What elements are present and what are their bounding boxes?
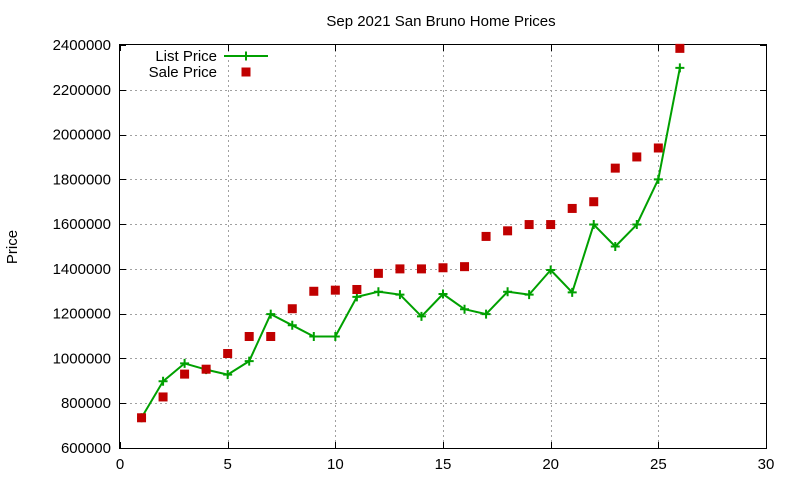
list-price-point [589,220,599,230]
sale-price-point [137,413,147,423]
sale-price-point [266,332,276,342]
plot-frame [119,44,767,449]
list-price-point [287,320,297,330]
y-tick-label: 1800000 [53,171,111,188]
list-price-point [330,332,340,342]
list-price-point [395,290,405,300]
legend-label: List Price [155,48,217,65]
list-price-point [266,309,276,319]
list-price-point [158,376,168,386]
x-tick-label: 0 [116,456,124,473]
list-price-point [653,174,663,184]
list-price-point [610,242,620,251]
sale-price-point [653,143,663,153]
y-tick-label: 2200000 [53,82,111,99]
grid [120,45,766,448]
sale-price-point [589,197,599,207]
list-price-point [503,287,513,297]
sale-price-point [610,163,620,173]
list-price-point [180,358,190,368]
sale-price-point [567,203,577,213]
list-price-point [309,332,319,342]
list-price-point [567,287,577,297]
sale-price-point [352,284,362,294]
sale-price-point [546,220,556,230]
legend-marker [241,67,251,77]
y-tick-label: 2400000 [53,37,111,54]
list-price-point [244,356,254,366]
y-tick-label: 800000 [61,395,111,412]
y-tick-label: 600000 [61,440,111,457]
legend-label: Sale Price [149,64,217,81]
series-0 [137,63,685,423]
sale-price-point [438,263,448,273]
series-1 [137,43,685,423]
list-price-point [373,287,383,297]
y-tick-label: 1600000 [53,216,111,233]
y-tick-label: 2000000 [53,127,111,144]
sale-price-point [460,262,470,272]
list-price-point [546,265,556,275]
sale-price-point [395,264,405,274]
sale-price-point [416,264,426,274]
list-price-line [140,67,681,419]
list-price-point [632,220,642,230]
x-tick-label: 20 [542,456,559,473]
chart-title: Sep 2021 San Bruno Home Prices [326,13,555,30]
x-tick-label: 15 [435,456,452,473]
y-tick-label: 1000000 [53,350,111,367]
y-tick-label: 1200000 [53,306,111,323]
sale-price-point [201,364,211,374]
list-price-point [223,370,233,380]
sale-price-point [503,226,513,236]
x-tick-label: 5 [223,456,231,473]
list-price-point [481,309,491,319]
sale-price-point [158,392,168,402]
axis-ticks: 600000 800000 1000000 1200000 1400000 1600000… [53,37,775,473]
y-tick-label: 1400000 [53,261,111,278]
sale-price-point [309,286,319,296]
sale-price-point [287,304,297,314]
series-group [137,43,685,423]
list-price-point [675,63,685,73]
sale-price-point [244,332,254,342]
list-price-point [438,289,448,299]
sale-price-point [330,285,340,295]
legend-marker [241,51,251,61]
x-tick-label: 10 [327,456,344,473]
sale-price-point [632,152,642,162]
list-price-point [524,290,534,300]
sale-price-point [180,369,190,379]
list-price-point [460,304,470,314]
sale-price-point [524,220,534,230]
list-price-point [416,311,426,321]
sale-price-point [481,231,491,241]
y-axis-label: Price [4,230,21,264]
sale-price-point [223,349,233,359]
sale-price-point [675,43,685,53]
x-tick-label: 30 [758,456,775,473]
x-tick-label: 25 [650,456,667,473]
sale-price-point [373,268,383,278]
